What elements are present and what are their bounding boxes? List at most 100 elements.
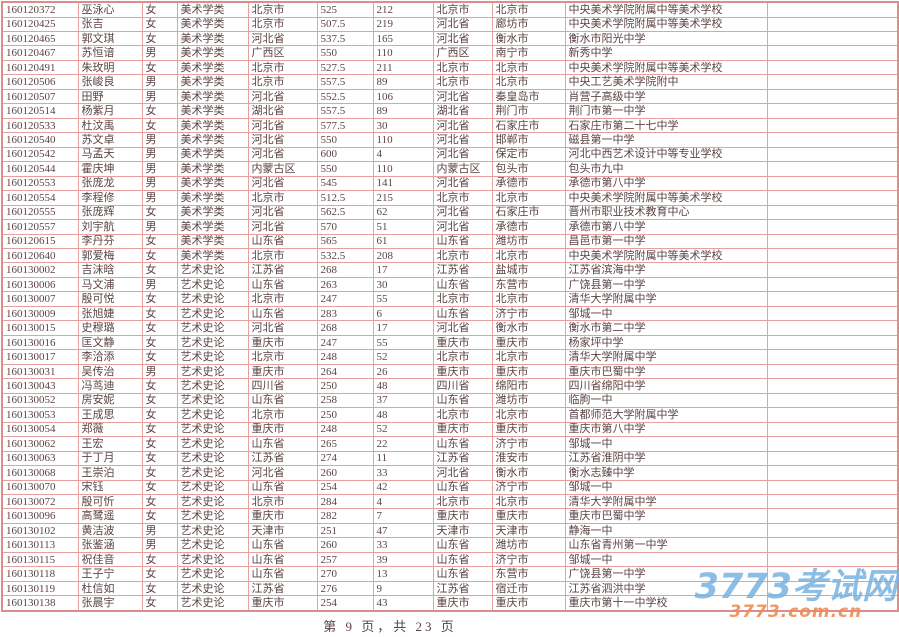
cell-rank: 33 [372, 465, 434, 481]
cell-source-province: 山东省 [432, 537, 493, 553]
table-row: 160130115 祝佳音女艺术史论 山东省 257 39 山东省 济宁市 邹城一中 [1, 551, 899, 568]
cell-category: 美术学类 [176, 59, 249, 76]
cell-rank: 11 [372, 450, 434, 467]
cell-blank [766, 436, 899, 452]
cell-blank [766, 291, 899, 307]
cell-source-province: 河北省 [432, 117, 493, 134]
cell-school: 江苏省淮阴中学 [564, 450, 768, 467]
cell-score: 248 [316, 349, 374, 365]
cell-rank: 219 [372, 16, 434, 33]
cell-gender: 男 [141, 88, 178, 105]
cell-exam-id: 160130015 [1, 320, 79, 336]
cell-city: 南宁市 [491, 45, 566, 61]
cell-province: 河北省 [247, 88, 318, 105]
cell-category: 艺术史论 [176, 493, 249, 510]
cell-source-province: 重庆市 [432, 421, 493, 438]
table-row: 160120555 张庞辉女美术学类 河北省 562.5 62 河北省 石家庄市 晋州市职业技… [1, 204, 899, 221]
cell-city: 承德市 [491, 175, 566, 192]
cell-score: 532.5 [316, 247, 374, 264]
cell-score: 254 [316, 479, 374, 496]
cell-province: 江苏省 [247, 262, 318, 278]
cell-city: 淮安市 [491, 450, 566, 467]
cell-exam-id: 160130052 [1, 392, 79, 409]
cell-score: 562.5 [316, 204, 374, 221]
cell-city: 石家庄市 [491, 117, 566, 134]
cell-city: 北京市 [491, 291, 566, 307]
cell-name: 王宏 [77, 436, 143, 452]
cell-blank [766, 59, 899, 76]
cell-blank [766, 566, 899, 582]
cell-category: 艺术史论 [176, 349, 249, 365]
cell-score: 247 [316, 334, 374, 351]
cell-gender: 女 [141, 30, 178, 47]
cell-exam-id: 160130113 [1, 537, 79, 553]
cell-rank: 141 [372, 175, 434, 192]
cell-province: 北京市 [247, 407, 318, 423]
cell-school: 承德市第八中学 [564, 175, 768, 192]
cell-source-province: 重庆市 [432, 334, 493, 351]
cell-city: 北京市 [491, 247, 566, 264]
cell-exam-id: 160130115 [1, 551, 79, 568]
cell-city: 石家庄市 [491, 204, 566, 221]
cell-province: 河北省 [247, 30, 318, 47]
cell-school: 衡水市第二中学 [564, 320, 768, 336]
cell-school: 四川省绵阳中学 [564, 378, 768, 394]
cell-gender: 女 [141, 334, 178, 351]
cell-source-province: 重庆市 [432, 363, 493, 380]
cell-source-province: 河北省 [432, 132, 493, 148]
cell-source-province: 河北省 [432, 204, 493, 221]
cell-name: 郭爱梅 [77, 247, 143, 264]
table-row: 160130068 王崇泊女艺术史论 河北省 260 33 河北省 衡水市 衡水志臻中学 [1, 465, 899, 481]
cell-gender: 女 [141, 378, 178, 394]
cell-name: 田野 [77, 88, 143, 105]
table-row: 160120544 霍庆坤男美术学类 内蒙古区 550 110 内蒙古区 包头市 包头市九中 [1, 161, 899, 177]
cell-source-province: 重庆市 [432, 508, 493, 524]
cell-province: 河北省 [247, 465, 318, 481]
cell-school: 中央美术学院附属中等美术学校 [564, 247, 768, 264]
cell-blank [766, 132, 899, 148]
cell-gender: 男 [141, 276, 178, 293]
cell-name: 王子宁 [77, 566, 143, 582]
table-row: 160130007 殷可悦女艺术史论 北京市 247 55 北京市 北京市 清华大学附属中学 [1, 291, 899, 307]
cell-province: 山东省 [247, 233, 318, 250]
cell-score: 512.5 [316, 190, 374, 206]
cell-province: 山东省 [247, 436, 318, 452]
cell-exam-id: 160130138 [1, 595, 79, 612]
cell-source-province: 广西区 [432, 45, 493, 61]
cell-gender: 女 [141, 566, 178, 582]
cell-source-province: 北京市 [432, 291, 493, 307]
cell-city: 盐城市 [491, 262, 566, 278]
cell-city: 邯郸市 [491, 132, 566, 148]
cell-score: 545 [316, 175, 374, 192]
cell-name: 匡文静 [77, 334, 143, 351]
cell-province: 河北省 [247, 219, 318, 235]
cell-school: 中央美术学院附属中等美术学校 [564, 1, 768, 18]
table-row: 160130017 李洽添女艺术史论 北京市 248 52 北京市 北京市 清华大学附属中学 [1, 349, 899, 365]
cell-category: 艺术史论 [176, 580, 249, 597]
cell-category: 艺术史论 [176, 436, 249, 452]
cell-province: 北京市 [247, 349, 318, 365]
cell-school: 河北中西艺术设计中等专业学校 [564, 146, 768, 163]
table-row: 160130113 张鉴涵男艺术史论 山东省 260 33 山东省 潍坊市 山东省青州第一中学 [1, 537, 899, 553]
cell-blank [766, 508, 899, 524]
cell-name: 张峻良 [77, 74, 143, 90]
cell-gender: 女 [141, 436, 178, 452]
cell-name: 郑薇 [77, 421, 143, 438]
cell-category: 艺术史论 [176, 276, 249, 293]
cell-gender: 男 [141, 175, 178, 192]
cell-city: 重庆市 [491, 421, 566, 438]
cell-rank: 42 [372, 479, 434, 496]
cell-blank [766, 45, 899, 61]
cell-school: 邹城一中 [564, 479, 768, 496]
cell-exam-id: 160130062 [1, 436, 79, 452]
cell-city: 重庆市 [491, 363, 566, 380]
cell-province: 河北省 [247, 175, 318, 192]
cell-blank [766, 146, 899, 163]
page-number-footer: 第 9 页，共 23 页 [323, 619, 457, 634]
cell-rank: 110 [372, 132, 434, 148]
cell-school: 清华大学附属中学 [564, 291, 768, 307]
cell-province: 重庆市 [247, 363, 318, 380]
cell-school: 石家庄市第二十七中学 [564, 117, 768, 134]
cell-name: 刘宇航 [77, 219, 143, 235]
